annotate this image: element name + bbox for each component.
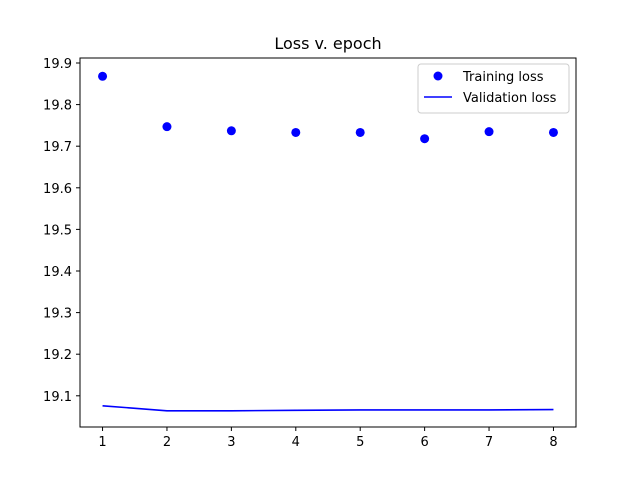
x-tick-label: 2 [163, 435, 171, 450]
y-tick-label: 19.1 [43, 390, 72, 405]
legend-label-training: Training loss [462, 70, 544, 85]
y-tick-label: 19.7 [43, 140, 72, 155]
y-tick-label: 19.2 [43, 348, 72, 363]
training-loss-point [485, 127, 494, 136]
training-loss-point [420, 134, 429, 143]
x-tick-label: 3 [227, 435, 235, 450]
training-loss-point [291, 128, 300, 137]
y-tick-label: 19.5 [43, 223, 72, 238]
x-tick-label: 1 [98, 435, 106, 450]
y-tick-label: 19.6 [43, 182, 72, 197]
y-tick-label: 19.9 [43, 57, 72, 72]
legend-marker-training [434, 72, 443, 81]
x-tick-label: 6 [420, 435, 428, 450]
x-tick-label: 4 [292, 435, 300, 450]
training-loss-point [356, 128, 365, 137]
y-tick-label: 19.4 [43, 265, 72, 280]
x-tick-label: 7 [485, 435, 493, 450]
training-loss-point [98, 72, 107, 81]
legend: Training loss Validation loss [418, 64, 569, 113]
x-tick-label: 5 [356, 435, 364, 450]
legend-label-validation: Validation loss [463, 91, 557, 106]
training-loss-point [549, 128, 558, 137]
training-loss-point [227, 126, 236, 135]
x-tick-label: 8 [549, 435, 557, 450]
y-tick-label: 19.3 [43, 307, 72, 322]
training-loss-point [162, 122, 171, 131]
y-tick-label: 19.8 [43, 99, 72, 114]
chart-title: Loss v. epoch [274, 34, 381, 53]
